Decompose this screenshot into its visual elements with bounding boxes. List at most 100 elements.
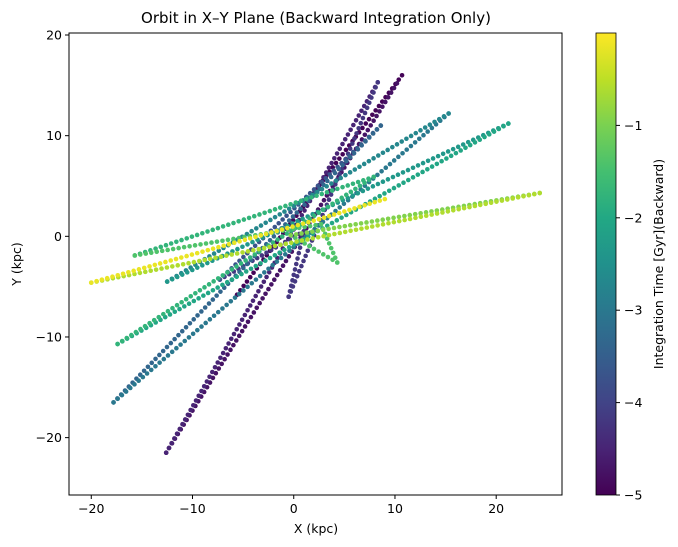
orbit-point-14-0-5 (115, 272, 121, 278)
orbit-point-13-0-48 (278, 242, 283, 248)
orbit-point-1-0-5 (380, 104, 385, 110)
orbit-point-3-2-9 (259, 253, 265, 258)
orbit-point-12-0-23 (412, 211, 418, 217)
orbit-point-14-0-17 (179, 255, 184, 260)
orbit-point-14-0-14 (163, 259, 168, 265)
orbit-point-3-0-37 (296, 268, 302, 274)
orbit-point-1-0-10 (365, 127, 371, 133)
orbit-point-10-0-44 (316, 210, 322, 216)
colorbar-tick-label-2: −3 (624, 303, 642, 318)
orbit-point-7-0-12 (390, 144, 395, 150)
orbit-point-8-0-17 (250, 239, 255, 245)
orbit-point-12-0-25 (423, 210, 429, 215)
orbit-point-2-0-36 (261, 279, 267, 285)
orbit-point-8-0-46 (395, 172, 401, 178)
y-axis: −20 −10 0 10 20 (36, 28, 69, 445)
orbit-point-14-0-21 (200, 249, 205, 254)
orbit-point-8-0-3 (179, 272, 185, 277)
orbit-point-10-0-2 (124, 335, 130, 341)
orbit-point-10-0-6 (142, 323, 148, 329)
orbit-point-10-0-51 (348, 189, 354, 195)
orbit-point-4-0-17 (284, 213, 289, 219)
orbit-point-11-0-12 (198, 242, 203, 247)
orbit-point-2-0-8 (185, 412, 191, 418)
orbit-point-13-0-29 (380, 222, 386, 227)
orbit-point-10-1-23 (251, 213, 257, 219)
orbit-point-5-0-2 (370, 131, 376, 136)
orbit-point-11-0-15 (214, 239, 220, 244)
orbit-point-13-0-67 (175, 263, 181, 268)
orbit-point-8-0-14 (235, 246, 240, 252)
orbit-point-0-0-5 (251, 270, 256, 276)
orbit-point-2-0-29 (242, 312, 248, 318)
orbit-point-2-0-32 (250, 298, 256, 304)
orbit-point-2-0-26 (234, 326, 240, 332)
orbit-point-9-0-4 (486, 132, 492, 137)
orbit-point-10-1-9 (324, 190, 330, 195)
x-tick-label-0: −20 (78, 501, 104, 516)
orbit-point-6-0-18 (186, 335, 192, 340)
orbit-point-13-0-32 (364, 225, 370, 230)
orbit-point-5-0-56 (164, 344, 170, 350)
orbit-point-10-0-16 (188, 293, 194, 299)
orbit-point-7-0-7 (413, 130, 419, 136)
orbit-point-7-0-10 (399, 139, 405, 144)
orbit-point-8-0-55 (440, 151, 446, 157)
orbit-point-7-0-27 (319, 186, 325, 192)
orbit-point-6-0-22 (203, 320, 208, 326)
orbit-point-13-0-35 (348, 228, 353, 234)
orbit-point-6-0-35 (257, 273, 263, 279)
orbit-point-2-0-37 (264, 274, 269, 280)
orbit-point-6-0-10 (153, 363, 158, 369)
orbit-point-9-0-11 (453, 150, 459, 156)
orbit-point-3-0-20 (333, 182, 338, 187)
x-tick-label-3: 10 (387, 501, 403, 516)
orbit-point-13-0-63 (197, 258, 202, 264)
orbit-point-7-0-42 (249, 228, 254, 234)
orbit-point-6-0-26 (220, 306, 225, 311)
orbit-point-8-0-37 (350, 193, 356, 198)
orbit-point-8-0-43 (380, 179, 386, 184)
orbit-point-13-0-22 (418, 214, 424, 220)
orbit-point-14-1-9 (362, 202, 367, 208)
orbit-point-9-0-56 (239, 271, 244, 277)
orbit-point-3-0-3 (369, 95, 374, 100)
orbit-point-10-0-37 (284, 231, 290, 236)
orbit-point-13-0-64 (191, 259, 197, 265)
orbit-point-5-0-8 (347, 154, 353, 160)
orbit-point-9-0-35 (339, 215, 344, 220)
orbit-point-5-0-53 (176, 332, 181, 338)
orbit-point-11-2-3 (320, 252, 326, 257)
y-tick-label-3: 10 (46, 128, 62, 143)
orbit-point-1-0-4 (383, 99, 388, 105)
orbit-point-10-0-35 (275, 237, 280, 242)
orbit-point-11-0-18 (231, 236, 236, 242)
orbit-point-1-0-48 (254, 305, 260, 311)
orbit-point-6-0-20 (195, 327, 200, 333)
orbit-point-13-0-74 (137, 270, 143, 276)
orbit-point-6-0-55 (341, 201, 347, 207)
orbit-point-13-0-6 (505, 197, 510, 202)
orbit-point-7-0-17 (366, 158, 372, 164)
orbit-point-10-0-7 (147, 320, 152, 326)
orbit-point-13-0-56 (234, 251, 240, 256)
orbit-point-0-0-38 (360, 125, 365, 131)
orbit-point-10-1-7 (335, 186, 340, 192)
orbit-point-1-0-55 (234, 338, 239, 343)
orbit-point-2-0-15 (204, 379, 210, 384)
orbit-point-13-0-0 (537, 190, 543, 196)
orbit-point-14-0-10 (141, 265, 147, 271)
orbit-point-10-0-22 (215, 276, 221, 281)
orbit-point-11-2-4 (316, 249, 321, 254)
x-axis: −20 −10 0 10 20 (78, 495, 504, 516)
orbit-point-7-0-14 (380, 150, 386, 156)
orbit-point-10-0-17 (193, 291, 198, 296)
orbit-point-7-0-3 (432, 119, 437, 125)
orbit-point-7-0-26 (324, 184, 329, 189)
orbit-point-14-0-8 (131, 268, 136, 274)
orbit-point-6-0-19 (190, 331, 196, 337)
colorbar-tick-label-1: −4 (624, 395, 642, 410)
orbit-point-14-0-28 (237, 239, 242, 244)
orbit-point-7-0-28 (314, 189, 320, 195)
orbit-point-1-0-9 (368, 123, 374, 128)
